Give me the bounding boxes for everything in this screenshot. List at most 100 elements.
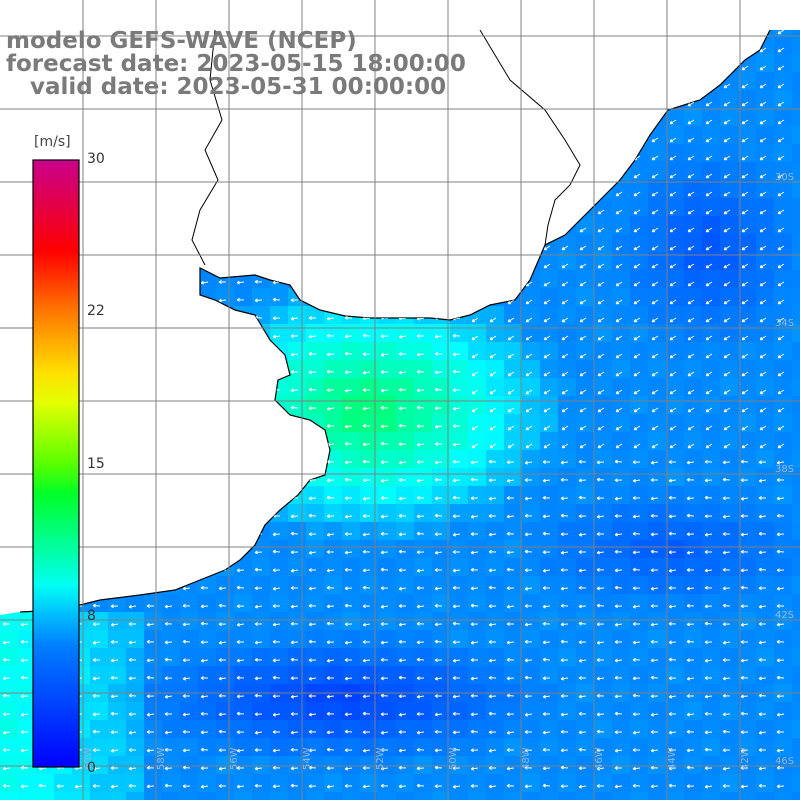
wind-arrow — [272, 208, 281, 213]
wind-cell — [648, 630, 666, 648]
wind-arrow — [110, 207, 119, 212]
wind-cell — [666, 450, 684, 468]
wind-arrow — [506, 730, 515, 735]
wind-cell — [144, 612, 162, 630]
wind-arrow — [2, 262, 11, 267]
wind-cell — [234, 522, 252, 540]
wind-cell — [756, 558, 774, 576]
wind-cell — [90, 576, 108, 594]
wind-cell — [396, 162, 414, 180]
wind-arrow — [272, 226, 280, 230]
wind-cell — [630, 468, 648, 486]
wind-cell — [342, 450, 360, 468]
wind-arrow — [525, 101, 533, 107]
wind-cell — [756, 630, 774, 648]
wind-cell — [360, 378, 378, 396]
wind-arrow — [416, 369, 425, 374]
wind-cell — [486, 738, 504, 756]
wind-arrow — [578, 747, 587, 752]
wind-arrow — [254, 712, 263, 717]
wind-cell — [252, 594, 270, 612]
wind-cell — [234, 126, 252, 144]
wind-arrow — [488, 675, 497, 680]
wind-arrow — [272, 370, 281, 375]
wind-arrow — [380, 496, 388, 500]
wind-arrow — [777, 335, 785, 341]
wind-cell — [522, 0, 540, 18]
wind-cell — [450, 720, 468, 738]
wind-arrow — [308, 460, 317, 465]
wind-cell — [666, 72, 684, 90]
wind-arrow — [489, 173, 497, 179]
wind-cell — [684, 774, 702, 792]
wind-cell — [738, 342, 756, 360]
wind-arrow — [200, 658, 209, 663]
wind-cell — [702, 144, 720, 162]
wind-arrow — [164, 531, 173, 536]
wind-cell — [180, 504, 198, 522]
wind-cell — [702, 198, 720, 216]
wind-cell — [522, 756, 540, 774]
wind-arrow — [272, 261, 281, 266]
wind-arrow — [416, 766, 425, 771]
wind-arrow — [326, 424, 334, 428]
wind-arrow — [687, 353, 695, 359]
wind-cell — [216, 594, 234, 612]
wind-arrow — [578, 730, 587, 735]
wind-arrow — [561, 353, 569, 359]
wind-cell — [432, 342, 450, 360]
wind-arrow — [434, 532, 443, 537]
wind-cell — [720, 270, 738, 288]
wind-cell — [576, 198, 594, 216]
wind-arrow — [110, 694, 119, 699]
wind-cell — [684, 594, 702, 612]
wind-arrow — [740, 640, 748, 644]
wind-arrow — [218, 676, 227, 681]
wind-arrow — [651, 101, 659, 107]
wind-arrow — [200, 711, 209, 716]
wind-cell — [684, 126, 702, 144]
wind-arrow — [128, 712, 137, 717]
wind-cell — [720, 72, 738, 90]
wind-cell — [432, 558, 450, 576]
wind-cell — [792, 630, 800, 648]
wind-cell — [126, 378, 144, 396]
wind-arrow — [759, 83, 767, 89]
wind-cell — [378, 486, 396, 504]
wind-arrow — [615, 101, 623, 107]
wind-arrow — [254, 244, 262, 248]
wind-arrow — [669, 353, 677, 359]
wind-arrow — [2, 118, 10, 122]
wind-arrow — [434, 208, 443, 213]
wind-arrow — [380, 208, 389, 213]
wind-cell — [504, 216, 522, 234]
wind-cell — [504, 378, 522, 396]
wind-cell — [18, 666, 36, 684]
wind-arrow — [218, 280, 226, 284]
wind-cell — [396, 792, 414, 800]
wind-arrow — [741, 335, 749, 341]
wind-arrow — [758, 514, 767, 519]
wind-arrow — [218, 370, 227, 375]
wind-arrow — [741, 191, 749, 197]
wind-arrow — [362, 478, 371, 483]
wind-cell — [612, 0, 630, 18]
wind-arrow — [92, 118, 101, 123]
wind-cell — [216, 504, 234, 522]
wind-arrow — [362, 262, 370, 266]
wind-arrow — [308, 225, 317, 230]
wind-arrow — [92, 244, 101, 249]
wind-cell — [522, 162, 540, 180]
wind-cell — [684, 36, 702, 54]
wind-arrow — [686, 568, 694, 572]
wind-cell — [720, 432, 738, 450]
wind-cell — [432, 468, 450, 486]
wind-arrow — [758, 712, 767, 717]
wind-arrow — [580, 12, 586, 16]
wind-cell — [684, 198, 702, 216]
wind-arrow — [543, 119, 551, 125]
wind-cell — [414, 612, 432, 630]
wind-arrow — [669, 119, 677, 125]
wind-arrow — [236, 459, 245, 464]
wind-cell — [306, 0, 324, 18]
